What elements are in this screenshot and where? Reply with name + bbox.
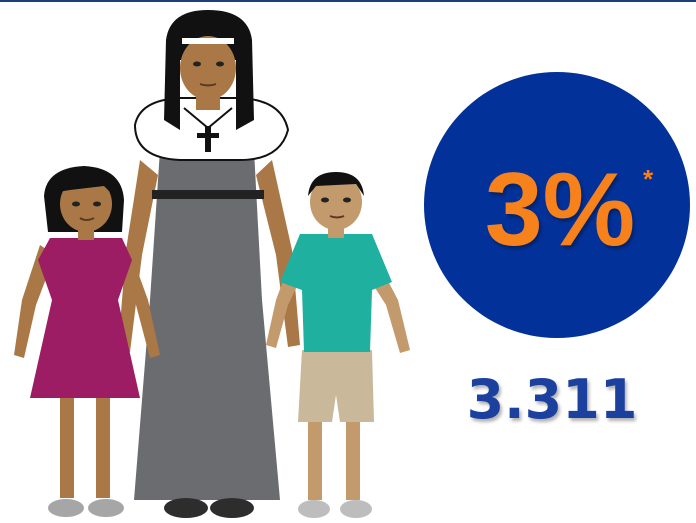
count-value: 3.311 (467, 368, 638, 431)
nun-illustration (118, 10, 300, 518)
girl-illustration (14, 166, 160, 517)
footnote-mark: * (643, 164, 654, 194)
stat-circle (424, 72, 690, 338)
percent-value: 3% (485, 152, 635, 268)
boy-illustration (266, 172, 410, 518)
top-rule (0, 0, 696, 2)
